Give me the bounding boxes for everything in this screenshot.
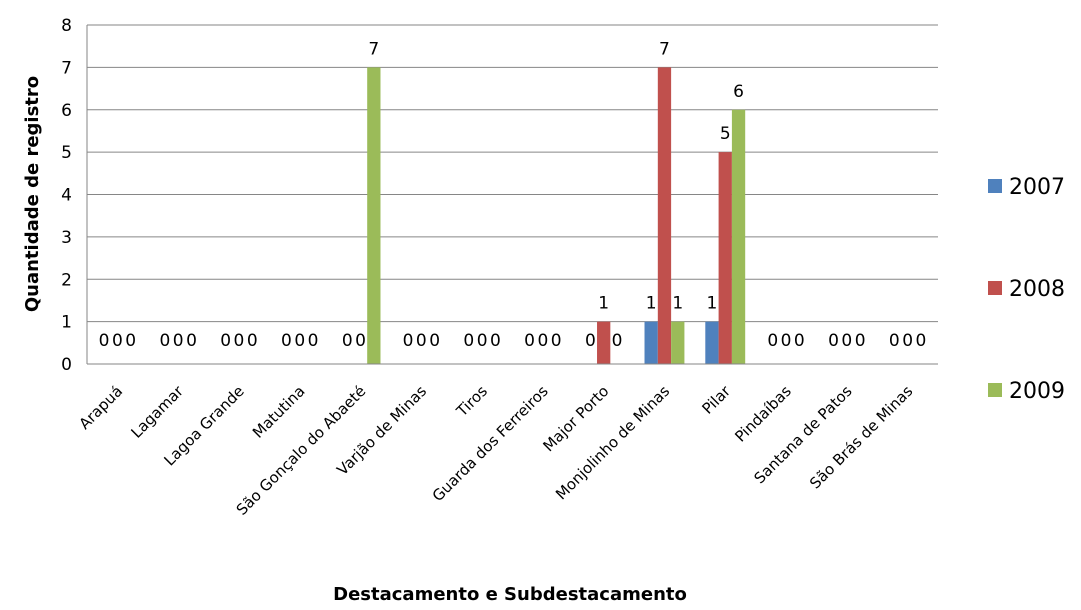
data-label: 1	[672, 294, 683, 314]
y-tick-label: 7	[61, 58, 72, 78]
data-label: 0	[294, 331, 305, 351]
data-label: 0	[841, 331, 852, 351]
data-label: 0	[537, 331, 548, 351]
x-axis-title: Destacamento e Subdestacamento	[333, 584, 687, 605]
bar-2007	[644, 321, 658, 364]
legend-label-2009: 2009	[1009, 379, 1065, 404]
y-tick-label: 3	[61, 228, 72, 248]
gridlines	[87, 24, 938, 323]
legend-swatch-2008	[988, 281, 1002, 295]
y-tick-label: 2	[61, 270, 72, 290]
data-label: 0	[490, 331, 501, 351]
data-label: 0	[477, 331, 488, 351]
bar-2008	[597, 321, 611, 364]
x-category-label: Matutina	[249, 382, 309, 442]
data-label: 0	[524, 331, 535, 351]
legend: 2007 2008 2009	[988, 175, 1065, 404]
data-label: 0	[781, 331, 792, 351]
data-label: 0	[828, 331, 839, 351]
bar-2008	[718, 152, 732, 364]
y-tick-label: 1	[61, 313, 72, 333]
data-label: 0	[794, 331, 805, 351]
bars	[367, 67, 746, 364]
data-label: 7	[368, 39, 379, 59]
y-tick-label: 0	[61, 355, 72, 375]
y-tick-label: 6	[61, 101, 72, 121]
legend-label-2007: 2007	[1009, 175, 1065, 200]
data-label: 1	[598, 294, 609, 314]
data-label: 0	[247, 331, 258, 351]
data-label: 0	[308, 331, 319, 351]
y-tick-label: 8	[61, 16, 72, 36]
bar-2008	[657, 67, 672, 364]
data-label: 6	[733, 82, 744, 102]
data-label: 0	[112, 331, 123, 351]
data-label: 0	[173, 331, 184, 351]
data-label: 0	[902, 331, 913, 351]
data-label: 0	[463, 331, 474, 351]
x-category-label: São Brás de Minas	[806, 382, 916, 492]
y-tick-label: 5	[61, 143, 72, 163]
x-category-label: Monjolinho de Minas	[552, 382, 673, 503]
y-axis-title: Quantidade de registro	[22, 76, 43, 312]
y-tick-labels: 0 1 2 3 4 5 6 7 8	[61, 16, 72, 375]
data-label: 0	[889, 331, 900, 351]
data-label: 0	[429, 331, 440, 351]
data-label: 0	[612, 331, 623, 351]
data-label: 0	[186, 331, 197, 351]
data-label: 0	[551, 331, 562, 351]
x-category-label: Pindaíbas	[731, 382, 795, 446]
data-label: 0	[234, 331, 245, 351]
data-label: 0	[342, 331, 353, 351]
data-label: 0	[915, 331, 926, 351]
bar-2009	[671, 321, 685, 364]
y-tick-label: 4	[61, 186, 72, 206]
legend-swatch-2007	[988, 179, 1002, 193]
legend-swatch-2009	[988, 383, 1002, 397]
data-label: 0	[855, 331, 866, 351]
data-label: 0	[355, 331, 366, 351]
data-label: 5	[720, 124, 731, 144]
bar-2007	[705, 321, 719, 364]
data-label: 0	[99, 331, 110, 351]
data-label: 0	[403, 331, 414, 351]
data-label: 0	[281, 331, 292, 351]
data-label: 0	[585, 331, 596, 351]
data-label: 0	[767, 331, 778, 351]
legend-label-2008: 2008	[1009, 277, 1065, 302]
data-label: 1	[707, 294, 718, 314]
x-category-label: Pilar	[698, 382, 734, 418]
data-label: 0	[220, 331, 231, 351]
data-label: 0	[125, 331, 136, 351]
x-category-label: Lagamar	[127, 382, 187, 442]
data-label: 1	[646, 294, 657, 314]
x-category-label: Tiros	[452, 382, 491, 421]
data-label: 0	[416, 331, 427, 351]
x-category-label: Arapuá	[75, 382, 126, 433]
x-category-label: Guarda dos Ferreiros	[429, 382, 552, 505]
bar-2009	[367, 67, 381, 364]
data-label: 0	[159, 331, 170, 351]
data-label: 7	[659, 39, 670, 59]
bar-2009	[731, 109, 746, 364]
